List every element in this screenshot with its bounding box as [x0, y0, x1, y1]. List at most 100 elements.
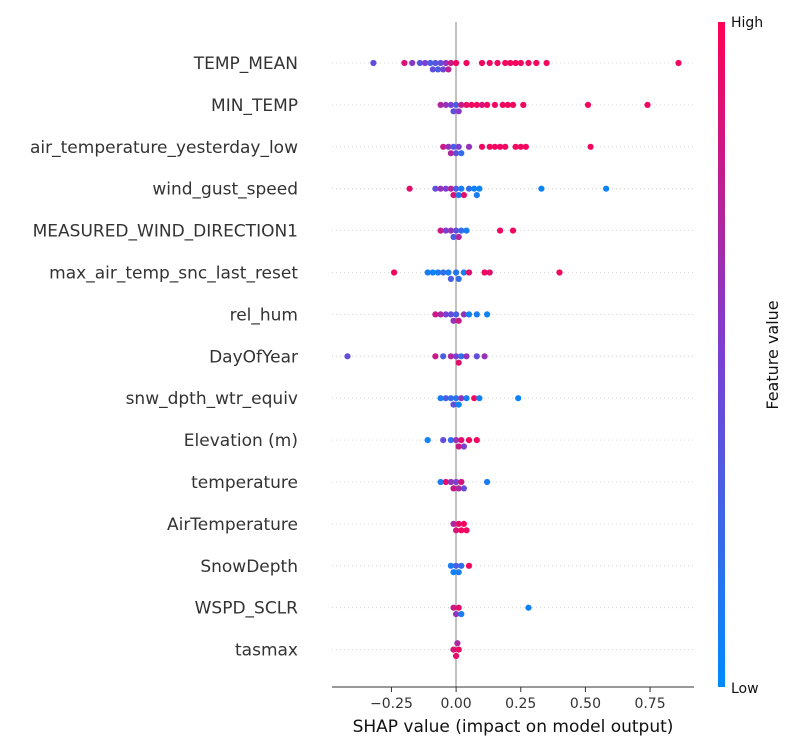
- shap-point: [497, 227, 504, 234]
- shap-point: [447, 59, 454, 67]
- shap-point: [453, 527, 460, 534]
- shap-point: [450, 108, 457, 115]
- shap-point: [432, 311, 439, 318]
- shap-point: [442, 101, 449, 108]
- shap-point: [525, 59, 532, 67]
- shap-point: [473, 311, 480, 318]
- shap-point: [391, 269, 398, 276]
- shap-point: [525, 604, 532, 611]
- shap-point: [533, 59, 540, 67]
- shap-point: [465, 143, 473, 150]
- shap-point: [460, 192, 467, 199]
- shap-point: [538, 185, 545, 192]
- shap-point: [450, 604, 457, 611]
- shap-point: [455, 569, 462, 576]
- shap-point: [447, 353, 454, 360]
- shap-point: [437, 227, 444, 234]
- shap-point: [471, 395, 478, 402]
- shap-point: [445, 66, 452, 73]
- shap-point: [424, 269, 431, 276]
- shap-point: [447, 311, 454, 318]
- shap-point: [432, 185, 439, 192]
- shap-point: [440, 269, 447, 276]
- shap-point: [603, 185, 610, 192]
- shap-point: [473, 437, 480, 444]
- shap-point: [406, 185, 413, 192]
- shap-point: [494, 59, 501, 67]
- shap-point: [556, 269, 563, 276]
- points-layer: [344, 59, 682, 660]
- shap-point: [584, 101, 592, 108]
- shap-point: [504, 101, 511, 108]
- feature-label: tasmax: [235, 641, 298, 661]
- shap-point: [471, 185, 478, 192]
- shap-point: [455, 192, 462, 199]
- shap-point: [484, 478, 491, 486]
- shap-point: [437, 478, 444, 486]
- feature-label: MIN_TEMP: [211, 96, 298, 116]
- shap-point: [458, 353, 465, 360]
- shap-point: [434, 66, 442, 73]
- shap-point: [370, 59, 377, 67]
- shap-point: [458, 562, 465, 569]
- shap-point: [478, 101, 486, 108]
- shap-point: [437, 311, 444, 318]
- shap-point: [455, 520, 462, 528]
- shap-point: [422, 59, 429, 67]
- shap-point: [447, 562, 454, 569]
- x-tick-label: 0.00: [441, 696, 472, 712]
- shap-point: [450, 569, 457, 576]
- shap-point: [491, 143, 498, 150]
- shap-point: [455, 143, 462, 150]
- shap-point: [465, 311, 473, 318]
- shap-point: [409, 59, 416, 67]
- shap-point: [442, 395, 449, 402]
- shap-point: [458, 101, 465, 108]
- shap-point: [453, 478, 460, 486]
- shap-point: [453, 652, 460, 660]
- shap-point: [458, 395, 465, 402]
- shap-point: [445, 143, 452, 150]
- shap-point: [502, 143, 509, 150]
- shap-point: [450, 485, 457, 492]
- shap-point: [453, 269, 460, 276]
- colorbar-title: Feature value: [763, 300, 782, 409]
- shap-point: [465, 562, 473, 569]
- shap-point: [463, 59, 470, 67]
- shap-point: [455, 275, 462, 282]
- shap-point: [447, 101, 454, 108]
- shap-point: [442, 185, 449, 192]
- shap-point: [486, 59, 493, 67]
- feature-label: AirTemperature: [167, 515, 298, 535]
- shap-point: [478, 143, 486, 150]
- shap-point: [447, 437, 454, 444]
- colorbar: [718, 22, 725, 687]
- shap-point: [429, 66, 436, 73]
- shap-point: [447, 395, 454, 402]
- shap-point: [450, 233, 457, 241]
- shap-point: [453, 227, 460, 234]
- shap-point: [486, 143, 493, 150]
- shap-point: [509, 101, 517, 108]
- feature-rows: TEMP_MEAN MIN_TEMP air_temperature_yesterd…: [30, 54, 694, 661]
- shap-point: [455, 443, 462, 450]
- shap-point: [440, 66, 447, 73]
- feature-label: max_air_temp_snc_last_reset: [49, 264, 298, 284]
- feature-label: temperature: [191, 473, 298, 493]
- shap-point: [491, 101, 498, 108]
- shap-point: [442, 478, 449, 486]
- shap-point: [473, 101, 480, 108]
- shap-point: [453, 311, 460, 318]
- shap-point: [515, 395, 522, 402]
- shap-point: [450, 317, 457, 324]
- shap-point: [587, 143, 594, 150]
- feature-label: Elevation (m): [184, 431, 298, 451]
- shap-point: [473, 192, 480, 199]
- shap-point: [465, 269, 473, 276]
- shap-point: [440, 437, 447, 444]
- feature-label: TEMP_MEAN: [193, 54, 298, 74]
- shap-point: [543, 59, 550, 67]
- x-tick-label: 0.25: [505, 696, 536, 712]
- shap-point: [468, 101, 475, 108]
